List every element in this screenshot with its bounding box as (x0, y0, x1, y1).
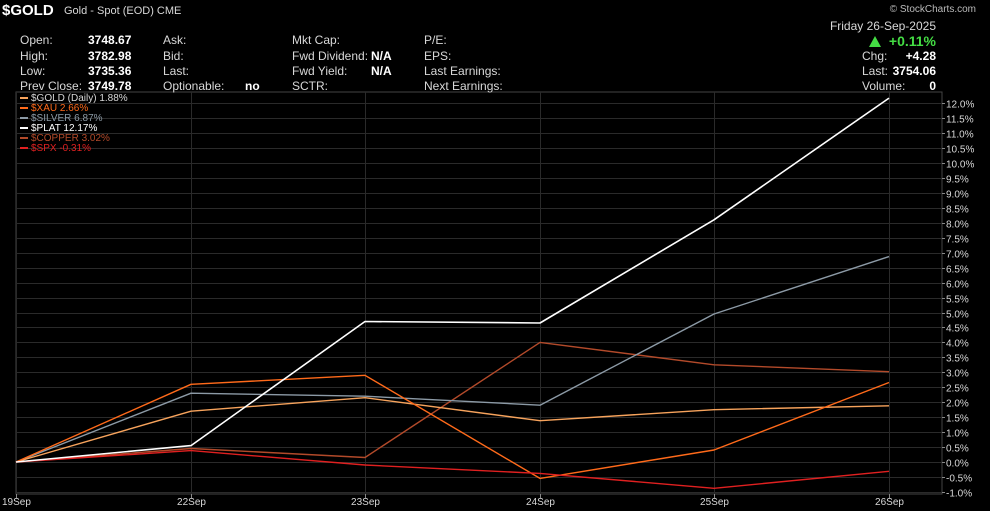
legend-item-xau: $XAU 2.66% (20, 104, 128, 114)
y-tick-label: 6.0% (946, 280, 969, 291)
legend-item-spx: $SPX -0.31% (20, 144, 128, 154)
eps-label: EPS: (424, 49, 452, 63)
low-value: 3735.36 (88, 64, 132, 78)
fwd-yield-label: Fwd Yield: (292, 64, 348, 78)
y-tick-label: 3.0% (946, 369, 969, 380)
y-tick-label: -0.5% (946, 474, 972, 485)
last-price-value: 3754.06 (892, 64, 936, 78)
legend-item-gold: $GOLD (Daily) 1.88% (20, 94, 128, 104)
legend-swatch (20, 107, 28, 110)
prev-close-label: Prev Close: (20, 79, 83, 93)
ask-label: Ask: (163, 33, 187, 47)
y-tick-label: 8.5% (946, 205, 969, 216)
legend-item-copper: $COPPER 3.02% (20, 134, 128, 144)
sctr-label: SCTR: (292, 79, 328, 93)
fwd-dividend-label: Fwd Dividend: (292, 49, 369, 63)
y-tick-label: 0.0% (946, 459, 969, 470)
next-earnings-label: Next Earnings: (424, 79, 503, 93)
grid-lines (15, 91, 943, 495)
legend-label: $GOLD (Daily) 1.88% (31, 93, 128, 104)
last-price-label: Last: (862, 64, 889, 78)
y-tick-label: 11.0% (946, 130, 974, 141)
chg-label: Chg: (862, 49, 888, 63)
fwd-yield-value: N/A (371, 64, 392, 78)
y-tick-label: 3.5% (946, 354, 969, 365)
legend-swatch (20, 147, 28, 150)
y-tick-label: 4.0% (946, 339, 969, 350)
series-lines (15, 97, 890, 489)
series-line-copper (15, 341, 890, 463)
chg-value: +4.28 (905, 49, 936, 63)
chart-symbol: $GOLD (2, 2, 54, 19)
volume-value: 0 (929, 79, 936, 93)
chart-legend: $GOLD (Daily) 1.88% $XAU 2.66% $SILVER 6.8… (20, 94, 128, 154)
open-value: 3748.67 (88, 33, 132, 47)
legend-label: $SPX -0.31% (31, 143, 92, 154)
y-tick-label: 11.5% (946, 115, 974, 126)
brand-watermark: © StockCharts.com (889, 4, 976, 15)
legend-label: $SILVER 6.87% (31, 113, 103, 124)
y-tick-label: 2.5% (946, 384, 969, 395)
legend-swatch (20, 127, 28, 130)
y-tick-label: 5.0% (946, 310, 969, 321)
plot-frame (15, 91, 943, 495)
series-line-plat (15, 97, 890, 463)
chart-instrument-name: Gold - Spot (EOD) CME (64, 5, 182, 17)
y-tick-label: 6.5% (946, 265, 969, 276)
y-tick-label: 9.0% (946, 190, 969, 201)
legend-item-plat: $PLAT 12.17% (20, 124, 128, 134)
legend-label: $PLAT 12.17% (31, 123, 98, 134)
volume-label: Volume: (862, 79, 906, 93)
y-tick-label: 9.5% (946, 175, 969, 186)
legend-swatch (20, 137, 28, 140)
bid-label: Bid: (163, 49, 184, 63)
legend-swatch (20, 97, 28, 100)
series-line-xau (15, 374, 890, 480)
x-tick-label: 24Sep (526, 497, 555, 508)
x-tick-label: 22Sep (177, 497, 206, 508)
series-line-gold (15, 397, 890, 463)
pct-change: +0.11% (868, 33, 936, 49)
pe-label: P/E: (424, 33, 447, 47)
legend-label: $XAU 2.66% (31, 103, 89, 114)
y-tick-label: 1.0% (946, 429, 969, 440)
y-tick-label: 7.0% (946, 250, 969, 261)
y-tick-label: 10.0% (946, 160, 974, 171)
optionable-value: no (245, 79, 260, 93)
x-tick-label: 23Sep (351, 497, 380, 508)
y-tick-label: 10.5% (946, 145, 974, 156)
y-tick-label: 8.0% (946, 220, 969, 231)
quote-date: Friday 26-Sep-2025 (829, 19, 936, 33)
y-tick-label: 12.0% (946, 100, 974, 111)
prev-close-value: 3749.78 (88, 79, 132, 93)
series-line-silver (15, 255, 890, 463)
y-tick-label: 2.0% (946, 399, 969, 410)
last-earnings-label: Last Earnings: (424, 64, 501, 78)
x-tick-label: 19Sep (2, 497, 31, 508)
legend-label: $COPPER 3.02% (31, 133, 110, 144)
mkt-cap-label: Mkt Cap: (292, 33, 341, 47)
fwd-dividend-value: N/A (371, 49, 392, 63)
up-arrow-icon (868, 36, 881, 47)
high-value: 3782.98 (88, 49, 132, 63)
legend-swatch (20, 117, 28, 120)
legend-item-silver: $SILVER 6.87% (20, 114, 128, 124)
last-label: Last: (163, 64, 190, 78)
y-tick-label: 4.5% (946, 324, 969, 335)
y-tick-label: -1.0% (946, 489, 972, 500)
y-tick-label: 0.5% (946, 444, 969, 455)
open-label: Open: (20, 33, 53, 47)
x-tick-label: 25Sep (700, 497, 729, 508)
low-label: Low: (20, 64, 46, 78)
x-axis-labels: 19Sep 22Sep 23Sep 24Sep 25Sep 26Sep (2, 494, 904, 508)
x-tick-label: 26Sep (875, 497, 904, 508)
y-tick-label: 1.5% (946, 414, 969, 425)
y-axis-labels: 12.0% 11.5% 11.0% 10.5% 10.0% 9.5% 9.0% 8.5% 8.0… (942, 100, 974, 500)
high-label: High: (20, 49, 49, 63)
series-line-spx (15, 449, 890, 489)
optionable-label: Optionable: (163, 79, 225, 93)
y-tick-label: 7.5% (946, 235, 969, 246)
y-tick-label: 5.5% (946, 295, 969, 306)
